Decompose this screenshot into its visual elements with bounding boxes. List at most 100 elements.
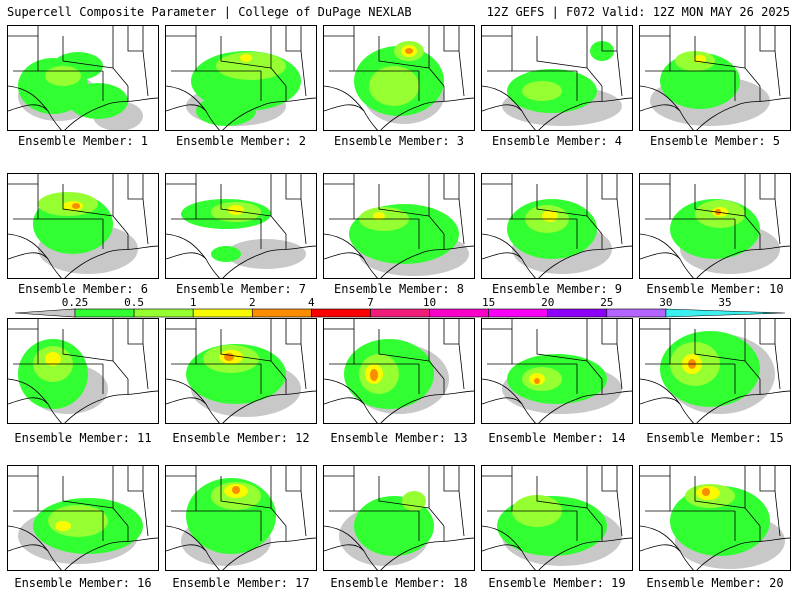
map-boundary-line bbox=[64, 97, 158, 130]
map-boundary-line bbox=[380, 245, 474, 278]
scp-contour-area bbox=[405, 48, 413, 54]
map-boundary-line bbox=[744, 319, 761, 380]
ensemble-map-panel bbox=[165, 318, 317, 424]
panel-label: Ensemble Member: 14 bbox=[488, 431, 626, 445]
map-boundary-line bbox=[443, 174, 460, 200]
map-field-plot bbox=[166, 319, 316, 423]
scp-contour-area bbox=[369, 66, 419, 106]
ensemble-map-panel bbox=[7, 465, 159, 571]
map-boundary-line bbox=[640, 466, 671, 477]
map-field-plot bbox=[324, 319, 474, 423]
map-field-plot bbox=[640, 174, 790, 278]
ensemble-map-panel bbox=[165, 465, 317, 571]
colorbar-segment bbox=[311, 308, 371, 318]
map-boundary-line bbox=[759, 174, 776, 200]
map-boundary-line bbox=[285, 26, 302, 52]
ensemble-map-panel bbox=[481, 173, 633, 279]
map-boundary-line bbox=[536, 476, 588, 509]
map-boundary-line bbox=[378, 184, 430, 217]
map-boundary-line bbox=[220, 184, 272, 217]
map-boundary-line bbox=[300, 490, 307, 537]
scp-contour-area bbox=[68, 83, 128, 119]
map-boundary-line bbox=[586, 26, 603, 87]
scp-contour-area bbox=[216, 52, 286, 80]
panel-label: Ensemble Member: 18 bbox=[330, 576, 468, 590]
map-boundary-line bbox=[601, 319, 618, 345]
map-boundary-line bbox=[759, 26, 776, 52]
map-boundary-line bbox=[220, 476, 272, 509]
map-boundary-line bbox=[220, 329, 272, 362]
scp-contour-area bbox=[522, 81, 562, 101]
map-boundary-line bbox=[378, 476, 430, 509]
panel-label: Ensemble Member: 2 bbox=[175, 134, 307, 148]
ensemble-map-panel bbox=[7, 318, 159, 424]
map-boundary-line bbox=[511, 36, 577, 72]
map-boundary-line bbox=[62, 476, 114, 509]
map-boundary-line bbox=[601, 174, 618, 200]
map-boundary-line bbox=[62, 329, 114, 362]
map-field-plot bbox=[166, 174, 316, 278]
colorbar: 0.25 0.5 1 2 4 7 10 15 20 25 30 35 bbox=[0, 296, 800, 322]
colorbar-tick-label: 0.5 bbox=[124, 296, 145, 309]
map-field-plot bbox=[482, 319, 632, 423]
map-boundary-line bbox=[112, 174, 129, 235]
panel-label: Ensemble Member: 9 bbox=[491, 282, 623, 296]
colorbar-segment bbox=[429, 308, 489, 318]
scp-contour-area bbox=[224, 353, 234, 361]
colorbar-tick-label: 7 bbox=[367, 296, 374, 309]
ensemble-map-panel bbox=[7, 25, 159, 131]
map-boundary-line bbox=[696, 390, 790, 423]
map-boundary-line bbox=[166, 174, 197, 185]
map-boundary-line bbox=[759, 319, 776, 345]
valid-time: 12Z GEFS | F072 Valid: 12Z MON MAY 26 20… bbox=[486, 5, 790, 19]
map-boundary-line bbox=[64, 245, 158, 278]
map-boundary-line bbox=[112, 319, 129, 380]
colorbar-segment bbox=[74, 308, 135, 318]
map-boundary-line bbox=[428, 319, 445, 380]
panel-label: Ensemble Member: 19 bbox=[488, 576, 626, 590]
colorbar-segment bbox=[192, 308, 253, 318]
colorbar-segment bbox=[251, 308, 312, 318]
map-boundary-line bbox=[458, 198, 465, 245]
scp-contour-area bbox=[240, 54, 252, 62]
panel-label: Ensemble Member: 11 bbox=[14, 431, 152, 445]
panel-label: Ensemble Member: 5 bbox=[649, 134, 781, 148]
map-boundary-line bbox=[112, 466, 129, 527]
panel-label: Ensemble Member: 15 bbox=[646, 431, 784, 445]
map-boundary-line bbox=[166, 26, 197, 37]
map-field-plot bbox=[640, 26, 790, 130]
map-boundary-line bbox=[380, 537, 474, 570]
map-boundary-line bbox=[428, 174, 445, 235]
ensemble-map-panel bbox=[481, 318, 633, 424]
map-boundary-line bbox=[640, 26, 671, 37]
map-boundary-line bbox=[324, 544, 365, 552]
colorbar-segment bbox=[665, 308, 786, 318]
map-boundary-line bbox=[8, 397, 49, 405]
map-boundary-line bbox=[694, 476, 746, 509]
map-boundary-line bbox=[166, 104, 207, 112]
map-boundary-line bbox=[601, 466, 618, 492]
ensemble-map-panel bbox=[7, 173, 159, 279]
map-boundary-line bbox=[538, 245, 632, 278]
map-boundary-line bbox=[8, 104, 49, 112]
ensemble-map-panel bbox=[323, 173, 475, 279]
map-boundary-line bbox=[8, 466, 39, 477]
scp-contour-area bbox=[402, 491, 426, 511]
map-boundary-line bbox=[586, 466, 603, 527]
map-boundary-line bbox=[458, 50, 465, 97]
map-title: Supercell Composite Parameter | College … bbox=[7, 5, 412, 19]
map-boundary-line bbox=[324, 174, 355, 185]
panel-label: Ensemble Member: 13 bbox=[330, 431, 468, 445]
map-boundary-line bbox=[744, 466, 761, 527]
map-boundary-line bbox=[378, 329, 430, 362]
map-boundary-line bbox=[270, 466, 287, 527]
map-boundary-line bbox=[536, 36, 588, 69]
scp-contour-area bbox=[55, 521, 71, 531]
ensemble-map-panel bbox=[165, 173, 317, 279]
map-boundary-line bbox=[64, 390, 158, 423]
panel-label: Ensemble Member: 16 bbox=[14, 576, 152, 590]
map-boundary-line bbox=[774, 50, 781, 97]
colorbar-segment bbox=[606, 308, 667, 318]
map-boundary-line bbox=[127, 466, 144, 492]
map-boundary-line bbox=[324, 466, 355, 477]
